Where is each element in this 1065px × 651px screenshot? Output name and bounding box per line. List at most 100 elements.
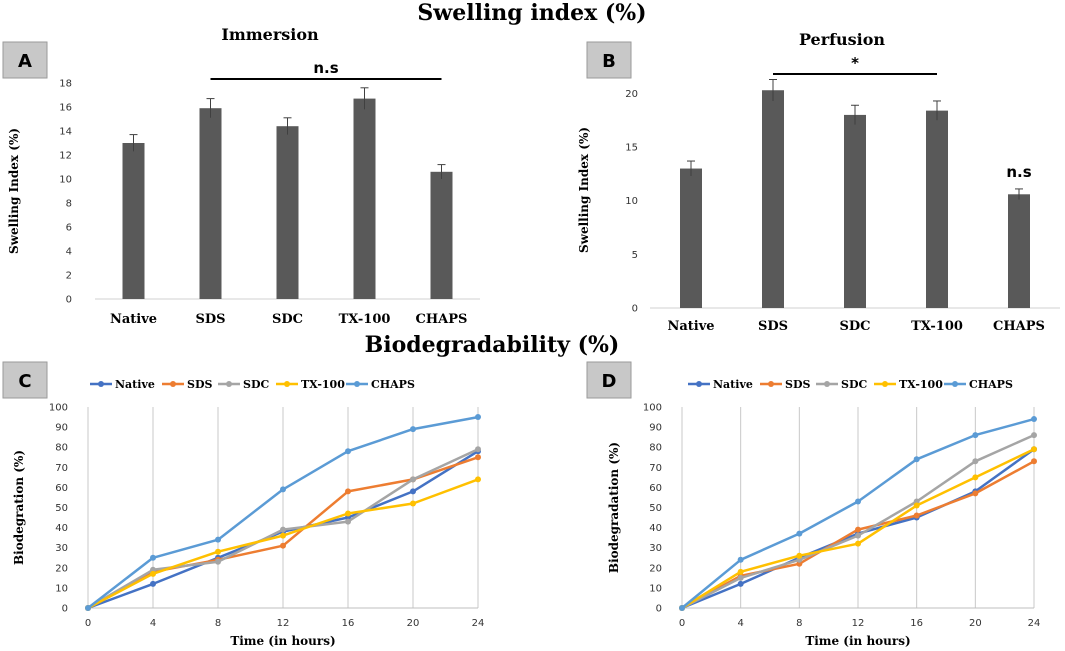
biodeg-d-y-tick-label: 60 (649, 483, 662, 494)
biodeg-c-point-tx-100 (345, 510, 351, 517)
biodeg-d-point-sds (913, 512, 920, 519)
biodeg-d-x-tick-label: 0 (679, 618, 685, 629)
biodeg-c-y-tick-label: 30 (55, 543, 68, 554)
panel-label-c: C (2, 361, 48, 399)
biodeg-d-point-tx-100 (737, 568, 744, 575)
biodeg-d-point-chaps (679, 605, 685, 611)
perfusion-significance-label: n.s (1006, 163, 1031, 181)
biodeg-d-x-tick-label: 12 (852, 618, 865, 629)
biodeg-d-legend-label: SDS (785, 378, 810, 391)
biodeg-d-legend-marker (768, 381, 774, 387)
immersion-y-tick-label: 8 (66, 199, 72, 210)
immersion-y-axis-label: Swelling Index (%) (7, 128, 21, 254)
immersion-bar-chart: Swelling Index (%) 0 2 4 6 8 10 12 14 16 18 Immersi… (7, 25, 480, 327)
biodeg-c-x-tick-label: 4 (150, 618, 156, 629)
biodeg-c-point-sdc (475, 446, 481, 453)
panel-b-text: B (602, 51, 616, 72)
biodeg-d-point-sdc (972, 458, 979, 465)
biodeg-d-legend-label: CHAPS (969, 378, 1013, 391)
biodeg-c-x-tick-label: 12 (277, 618, 290, 629)
biodeg-d-x-axis-label: Time (in hours) (805, 634, 910, 648)
perfusion-y-tick-label: 0 (632, 304, 638, 315)
biodeg-c-point-sdc (215, 558, 221, 565)
biodeg-d-x-tick-label: 8 (796, 618, 802, 629)
biodeg-c-point-sds (280, 542, 286, 549)
biodeg-d-legend-marker (696, 381, 702, 387)
biodeg-d-point-sdc (737, 574, 744, 581)
biodeg-c-y-tick-label: 10 (55, 583, 68, 594)
biodeg-d-legend-label: Native (713, 378, 753, 391)
biodeg-d-point-tx-100 (972, 474, 979, 481)
biodeg-c-legend-marker (98, 381, 104, 387)
biodeg-d-point-chaps (737, 556, 744, 563)
biodeg-c-legend-label: SDC (243, 378, 269, 391)
biodeg-c-x-tick-label: 8 (215, 618, 221, 629)
immersion-category-label: SDS (195, 312, 225, 327)
biodeg-c-y-tick-label: 60 (55, 483, 68, 494)
biodeg-c-legend-marker (170, 381, 176, 387)
biodeg-d-y-tick-label: 20 (649, 563, 662, 574)
biodeg-c-point-tx-100 (215, 548, 221, 555)
biodeg-c-legend-marker (284, 381, 290, 387)
immersion-y-tick-label: 0 (66, 295, 72, 306)
biodeg-c-y-tick-label: 50 (55, 503, 68, 514)
perfusion-significance-label: * (851, 54, 859, 72)
biodeg-c-legend-label: CHAPS (371, 378, 415, 391)
biodeg-d-y-tick-label: 0 (656, 604, 662, 615)
biodeg-d-point-chaps (972, 432, 979, 439)
biodeg-d-point-sds (972, 490, 979, 497)
perfusion-y-tick-label: 15 (625, 143, 638, 154)
perfusion-bar-sds (762, 90, 784, 309)
perfusion-bar-chaps (1008, 194, 1030, 308)
biodeg-c-y-tick-label: 80 (55, 443, 68, 454)
immersion-category-label: SDC (272, 312, 303, 327)
panel-label-b: B (586, 41, 632, 79)
biodeg-c-point-chaps (280, 486, 286, 493)
perfusion-y-tick-label: 5 (632, 250, 638, 261)
biodeg-c-x-axis-label: Time (in hours) (230, 634, 335, 648)
biodeg-d-point-tx-100 (913, 502, 920, 509)
panel-label-d: D (586, 361, 632, 399)
biodeg-d-x-tick-label: 24 (1028, 618, 1041, 629)
immersion-y-tick-label: 18 (59, 79, 72, 90)
immersion-bar-native (122, 143, 145, 299)
panel-a-text: A (18, 51, 32, 72)
perfusion-category-label: SDS (758, 319, 788, 334)
biodeg-d-y-tick-label: 40 (649, 523, 662, 534)
perfusion-category-label: TX-100 (911, 319, 963, 334)
immersion-bar-sdc (276, 126, 299, 299)
immersion-y-tick-label: 10 (59, 175, 72, 186)
biodeg-c-point-chaps (345, 448, 351, 455)
biodeg-c-x-tick-label: 20 (407, 618, 420, 629)
biodeg-c-legend-label: TX-100 (301, 378, 345, 391)
biodeg-c-y-axis-label: Biodegration (%) (12, 450, 26, 565)
biodeg-c-point-sdc (345, 518, 351, 525)
biodeg-c-point-chaps (85, 605, 91, 611)
biodeg-c-point-chaps (475, 414, 481, 421)
perfusion-y-axis-label: Swelling Index (%) (577, 127, 591, 253)
biodeg-c-point-chaps (215, 536, 221, 543)
immersion-bar-sds (199, 108, 222, 299)
immersion-title: Immersion (221, 25, 319, 44)
biodeg-c-y-tick-label: 40 (55, 523, 68, 534)
perfusion-y-tick-label: 10 (625, 196, 638, 207)
biodeg-d-x-tick-label: 4 (737, 618, 743, 629)
biodeg-d-point-chaps (796, 530, 803, 537)
immersion-category-label: TX-100 (339, 312, 391, 327)
panel-c-text: C (18, 371, 31, 392)
biodeg-c-point-sdc (280, 526, 286, 533)
perfusion-category-label: Native (667, 319, 714, 334)
biodeg-d-legend-label: TX-100 (899, 378, 943, 391)
biodeg-c-point-sds (345, 488, 351, 495)
biodeg-d-point-tx-100 (855, 540, 861, 547)
biodeg-c-point-tx-100 (475, 476, 481, 483)
biodeg-d-y-tick-label: 90 (649, 423, 662, 434)
immersion-y-tick-label: 2 (66, 271, 72, 282)
immersion-category-label: Native (110, 312, 157, 327)
immersion-y-tick-label: 4 (66, 247, 72, 258)
biodeg-d-y-axis-label: Biodegradation (%) (607, 442, 621, 573)
biodeg-d-y-tick-label: 70 (649, 463, 662, 474)
biodeg-d-point-sds (1031, 458, 1037, 465)
perfusion-bar-tx-100 (926, 110, 948, 308)
biodegradability-title: Biodegradability (%) (365, 332, 620, 358)
